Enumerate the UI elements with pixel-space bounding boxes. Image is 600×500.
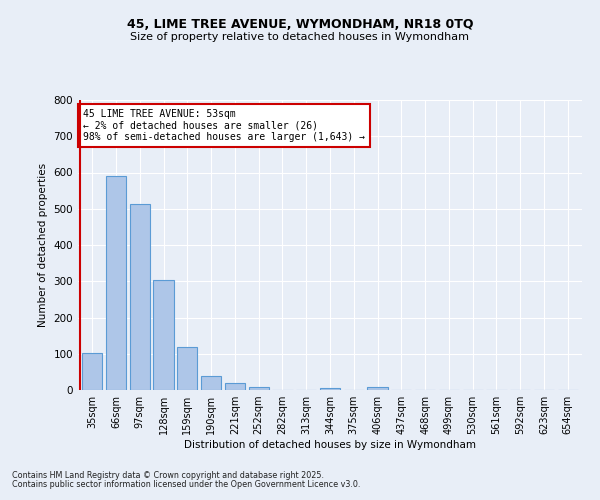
Bar xyxy=(367,387,388,390)
Bar xyxy=(106,176,126,390)
Text: 45, LIME TREE AVENUE, WYMONDHAM, NR18 0TQ: 45, LIME TREE AVENUE, WYMONDHAM, NR18 0T… xyxy=(127,18,473,30)
Y-axis label: Number of detached properties: Number of detached properties xyxy=(38,163,48,327)
Bar xyxy=(177,347,197,390)
Bar xyxy=(201,376,221,390)
Bar xyxy=(248,387,269,390)
Text: Contains public sector information licensed under the Open Government Licence v3: Contains public sector information licen… xyxy=(12,480,361,489)
Bar xyxy=(225,384,245,390)
Text: 45 LIME TREE AVENUE: 53sqm
← 2% of detached houses are smaller (26)
98% of semi-: 45 LIME TREE AVENUE: 53sqm ← 2% of detac… xyxy=(83,108,365,142)
Bar xyxy=(320,388,340,390)
Bar xyxy=(130,204,150,390)
Text: Size of property relative to detached houses in Wymondham: Size of property relative to detached ho… xyxy=(131,32,470,42)
Bar xyxy=(82,354,103,390)
Text: Contains HM Land Registry data © Crown copyright and database right 2025.: Contains HM Land Registry data © Crown c… xyxy=(12,471,324,480)
Bar xyxy=(154,280,173,390)
X-axis label: Distribution of detached houses by size in Wymondham: Distribution of detached houses by size … xyxy=(184,440,476,450)
